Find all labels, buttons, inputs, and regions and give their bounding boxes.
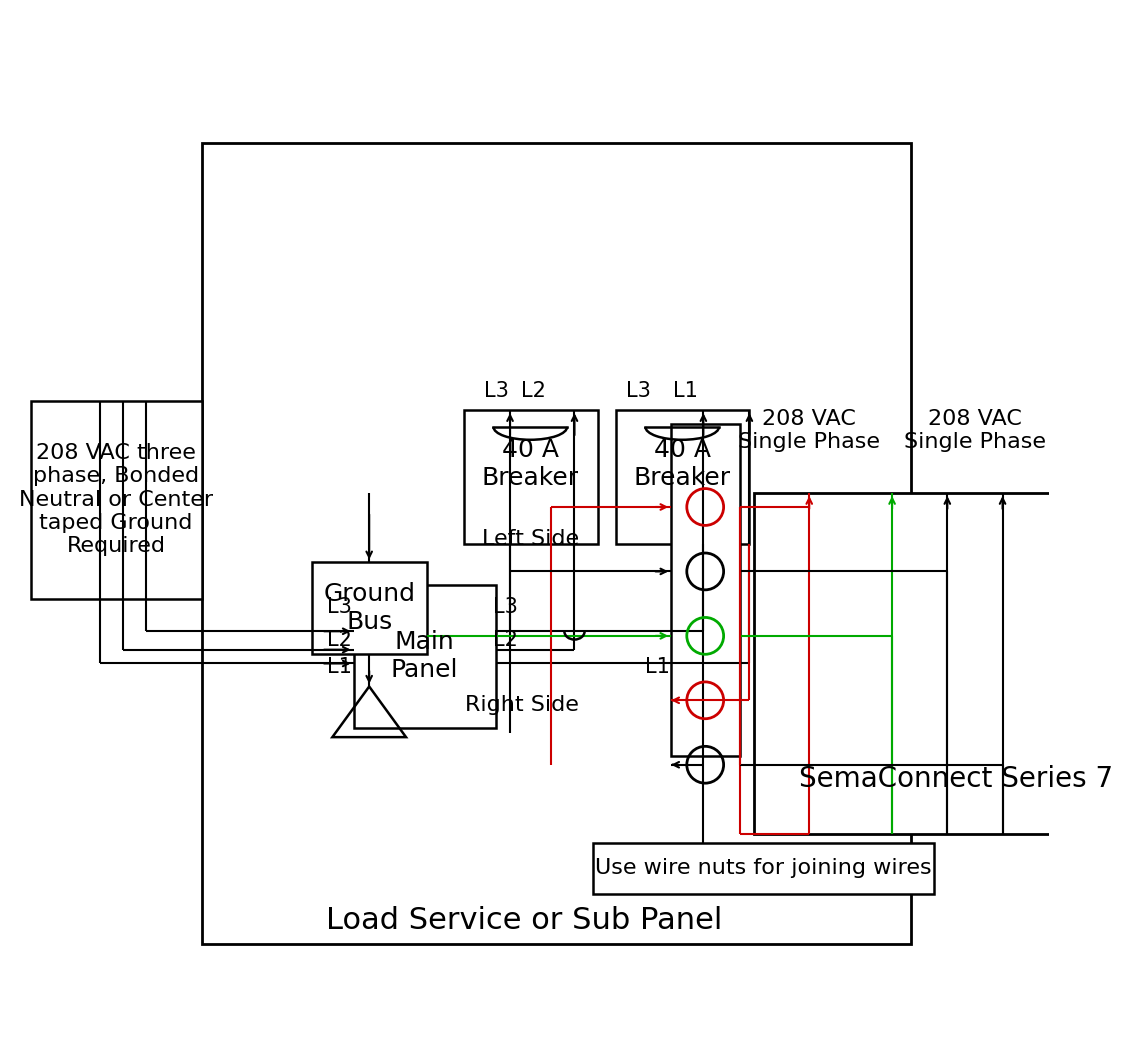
Text: L3: L3 xyxy=(484,382,508,401)
Text: L3: L3 xyxy=(626,382,651,401)
Text: SemaConnect Series 7: SemaConnect Series 7 xyxy=(799,764,1113,793)
Text: Use wire nuts for joining wires: Use wire nuts for joining wires xyxy=(594,858,931,878)
Text: L2: L2 xyxy=(521,382,546,401)
Text: L1: L1 xyxy=(328,657,353,677)
Bar xyxy=(616,410,749,544)
Text: Left Side: Left Side xyxy=(483,529,579,549)
Text: 208 VAC
Single Phase: 208 VAC Single Phase xyxy=(904,408,1046,452)
Text: L1: L1 xyxy=(672,382,697,401)
Bar xyxy=(593,843,933,894)
Bar xyxy=(671,424,740,756)
Text: 208 VAC
Single Phase: 208 VAC Single Phase xyxy=(738,408,880,452)
Text: 40 A
Breaker: 40 A Breaker xyxy=(481,438,579,490)
Text: Ground
Bus: Ground Bus xyxy=(323,582,415,634)
Text: Main
Panel: Main Panel xyxy=(391,631,458,682)
Text: L3: L3 xyxy=(328,598,353,618)
Bar xyxy=(754,493,1130,834)
Text: Load Service or Sub Panel: Load Service or Sub Panel xyxy=(325,906,722,935)
Text: L2: L2 xyxy=(328,630,353,650)
Bar xyxy=(201,143,911,944)
Bar xyxy=(312,562,427,654)
Text: Right Side: Right Side xyxy=(466,695,579,714)
Text: 40 A
Breaker: 40 A Breaker xyxy=(634,438,731,490)
Text: 208 VAC three
phase, Bonded
Neutral or Center
taped Ground
Required: 208 VAC three phase, Bonded Neutral or C… xyxy=(19,443,214,556)
Text: L2: L2 xyxy=(493,630,518,650)
Text: L1: L1 xyxy=(645,657,670,677)
Text: L3: L3 xyxy=(493,598,518,618)
Bar xyxy=(32,401,201,599)
Bar xyxy=(464,410,598,544)
Bar xyxy=(354,585,496,728)
